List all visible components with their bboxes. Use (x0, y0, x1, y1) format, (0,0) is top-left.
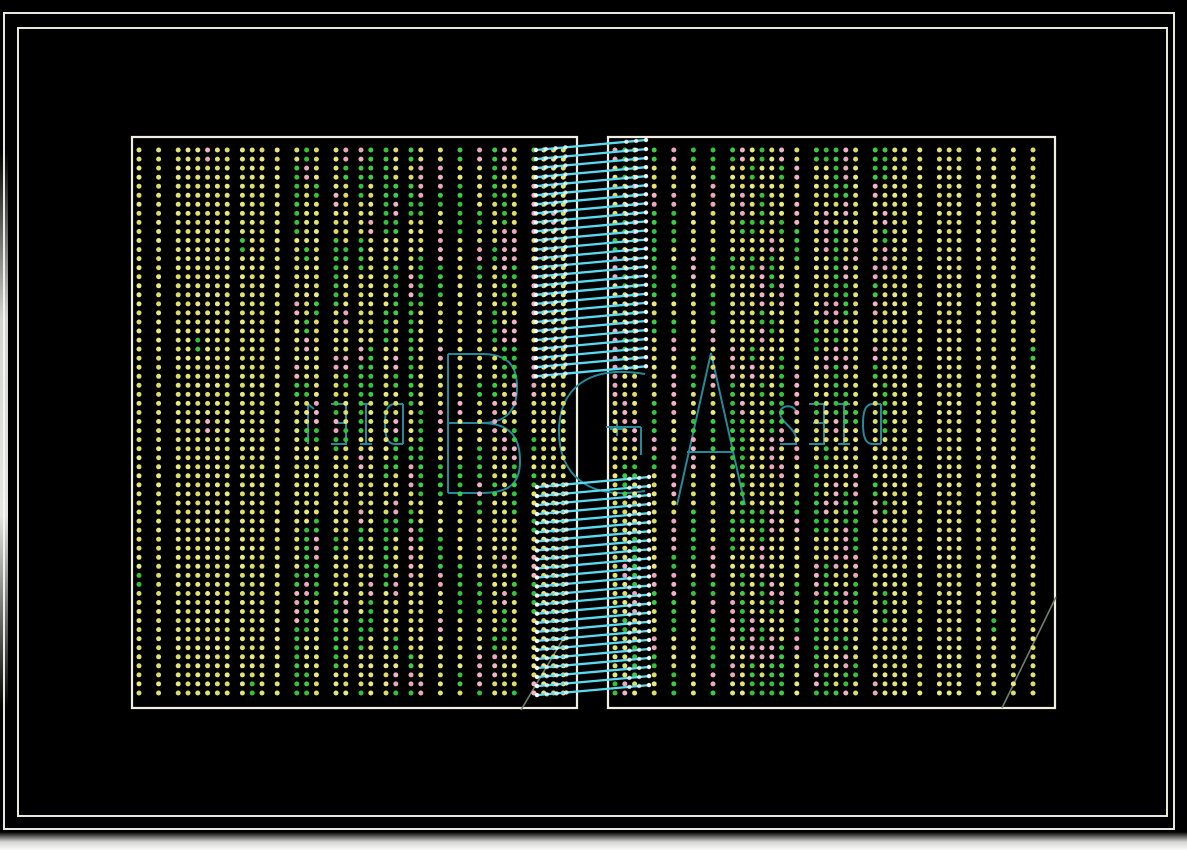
ratsnest-layer (533, 137, 652, 698)
big-letter-A (676, 352, 746, 506)
origin-cross-marker (610, 422, 624, 436)
outline-segment-2 (1001, 596, 1057, 709)
outline-segment-1 (520, 633, 567, 711)
substrate-outline-layer (520, 596, 1057, 711)
frame-inner (17, 27, 1168, 817)
